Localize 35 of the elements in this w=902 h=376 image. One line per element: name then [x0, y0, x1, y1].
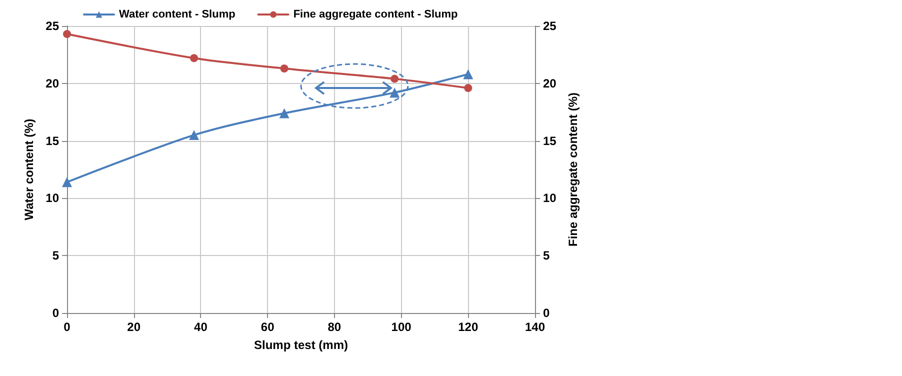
x-tick-label: 0	[64, 320, 71, 334]
point	[63, 30, 71, 38]
point	[390, 74, 399, 83]
legend-label: Water content - Slump	[119, 8, 236, 20]
y-tick-label: 0	[52, 306, 60, 320]
point	[390, 88, 400, 98]
y-tick-label: 25	[46, 19, 60, 33]
y2-tick-label: 20	[543, 76, 557, 90]
x-tick-label: 140	[524, 320, 546, 334]
x-tick-label: 120	[458, 320, 478, 334]
x-axis-title: Slump test (mm)	[254, 338, 348, 352]
x-tick-label: 100	[391, 320, 412, 334]
y-tick-label: 15	[46, 134, 60, 148]
x-tick-label: 80	[328, 320, 342, 334]
point	[279, 108, 290, 118]
x-tick-label: 20	[127, 320, 141, 334]
y-tick-label: 10	[46, 191, 60, 206]
y-axis-title: Water content (%)	[22, 118, 36, 220]
point	[280, 64, 288, 72]
y2-axis-title: Fine aggregate content (%)	[566, 92, 580, 247]
legend-label: Fine aggregate content - Slump	[293, 8, 458, 20]
point	[463, 69, 474, 80]
x-tick-label: 60	[260, 320, 275, 334]
point	[189, 130, 200, 140]
point	[62, 177, 72, 188]
y-tick-label: 5	[52, 248, 60, 263]
x-tick-label: 40	[194, 320, 208, 334]
point	[190, 54, 198, 62]
y2-tick-label: 15	[543, 134, 557, 148]
point	[464, 84, 472, 92]
y2-tick-label: 10	[543, 191, 557, 206]
y-tick-label: 20	[46, 76, 60, 90]
y2-tick-label: 5	[543, 248, 550, 263]
y2-tick-label: 25	[543, 19, 557, 33]
y2-tick-label: 0	[543, 306, 550, 320]
